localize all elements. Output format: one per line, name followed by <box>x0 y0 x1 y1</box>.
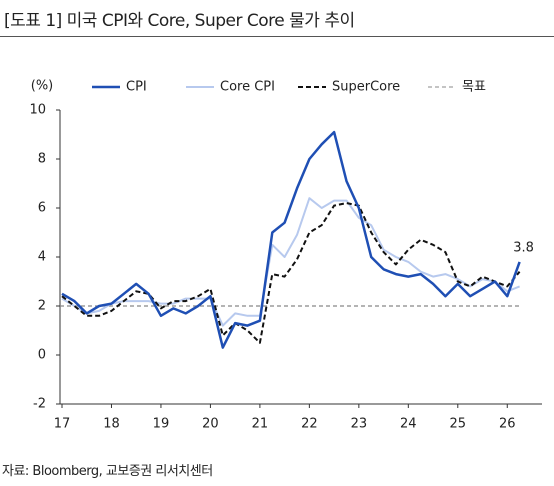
series-line <box>61 202 521 344</box>
y-tick-label: 6 <box>38 201 46 216</box>
legend-label: Core CPI <box>220 80 275 95</box>
x-tick-label: 25 <box>450 417 467 432</box>
legend-label: CPI <box>126 80 147 95</box>
series-line <box>61 197 520 327</box>
series-line <box>61 130 521 349</box>
x-tick-label: 26 <box>499 417 516 432</box>
x-tick-label: 23 <box>351 417 368 432</box>
y-tick-label: 2 <box>38 299 46 314</box>
x-tick-label: 20 <box>202 417 219 432</box>
y-tick-label: 4 <box>38 250 46 265</box>
legend-label: 목표 <box>462 80 486 95</box>
title: [도표 1] 미국 CPI와 Core, Super Core 물가 추이 <box>4 11 355 31</box>
end-label: 3.8 <box>513 240 534 255</box>
x-tick-label: 21 <box>252 417 269 432</box>
legend-label: SuperCore <box>332 80 400 95</box>
x-tick-label: 17 <box>54 417 71 432</box>
y-tick-label: 0 <box>38 348 46 363</box>
title-rule <box>0 36 554 37</box>
x-tick-label: 24 <box>400 417 417 432</box>
y-tick-label: 10 <box>29 103 46 118</box>
x-tick-label: 19 <box>153 417 170 432</box>
y-tick-label: 8 <box>38 152 46 167</box>
x-tick-label: 18 <box>103 417 120 432</box>
y-unit: (%) <box>31 79 54 94</box>
x-tick-label: 22 <box>301 417 318 432</box>
source: 자료: Bloomberg, 교보증권 리서치센터 <box>2 464 213 479</box>
y-tick-label: -2 <box>33 397 46 412</box>
